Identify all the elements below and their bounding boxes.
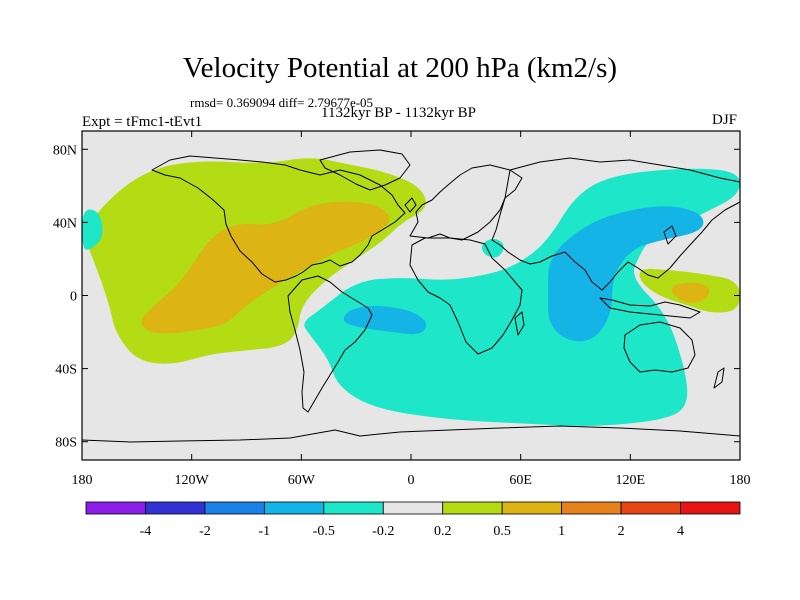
coastline-japan [663,225,677,245]
x-axis: 180 120W 60W 0 60E 120E 180 [72,131,751,488]
colorbar-label: -1 [259,524,271,539]
coastlines [82,149,740,443]
y-tick-label: 0 [70,290,77,305]
season-label: DJF [712,112,738,128]
colorbar-box [323,501,384,515]
y-axis: 80N 40N 0 40S 80S [53,143,740,451]
y-tick-label: 80N [53,143,77,158]
colorbar-box [561,501,622,515]
x-tick-label: 120W [175,473,210,488]
colorbar-box [204,501,265,515]
coastline-australia [623,321,696,373]
coastline-africa [409,237,523,355]
colorbar-label: -0.2 [372,524,394,539]
coastline-asia [491,157,740,291]
coastline-maritime-continent [599,297,701,319]
period-label: 1132kyr BP - 1132kyr BP [321,105,477,121]
y-tick-label: 40S [55,363,77,378]
colorbar-label: 4 [677,524,684,539]
colorbar: -4 -2 -1 -0.5 -0.2 0.2 0.5 1 2 4 [85,501,741,539]
anomaly-region-7 [548,206,704,342]
colorbar-box [85,501,146,515]
y-tick-label: 40N [53,216,77,231]
coastline-new-zealand [713,367,725,389]
anomaly-region-6 [343,306,427,335]
coastline-british-isles [404,197,417,213]
coastline-antarctica [82,425,740,443]
x-tick-label: 180 [72,473,93,488]
colorbar-label: -2 [199,524,211,539]
anomaly-region-2 [141,201,390,334]
colorbar-box [680,501,741,515]
colorbar-box [263,501,325,515]
colorbar-box [620,501,681,515]
colorbar-box [145,501,206,515]
stats-line: rmsd= 0.369094 diff= 2.79677e-05 [190,95,374,110]
chart-title: Velocity Potential at 200 hPa (km2/s) [182,52,618,84]
x-tick-label: 60W [288,473,316,488]
x-tick-label: 180 [730,473,751,488]
coastline-madagascar [514,311,525,336]
colorbar-label: 2 [618,524,625,539]
coastline-north-america [151,155,406,283]
colorbar-box [442,501,503,515]
colorbar-label: 0.5 [493,524,511,539]
anomaly-region-9 [82,209,103,250]
colorbar-box [501,501,563,515]
anomaly-region-4 [671,282,710,303]
x-tick-label: 0 [408,473,415,488]
colorbar-label: 0.2 [434,524,452,539]
colorbar-box [382,501,444,515]
y-tick-label: 80S [55,436,77,451]
x-tick-label: 60E [509,473,532,488]
colorbar-label: -0.5 [313,524,335,539]
experiment-label: Expt = tFmc1-tEvt1 [82,114,203,130]
colorbar-label: 1 [558,524,565,539]
x-tick-label: 120E [616,473,646,488]
colorbar-label: -4 [140,524,152,539]
coastline-greenland [319,149,411,191]
coastline-south-america [287,275,373,413]
anomaly-regions [82,158,740,426]
